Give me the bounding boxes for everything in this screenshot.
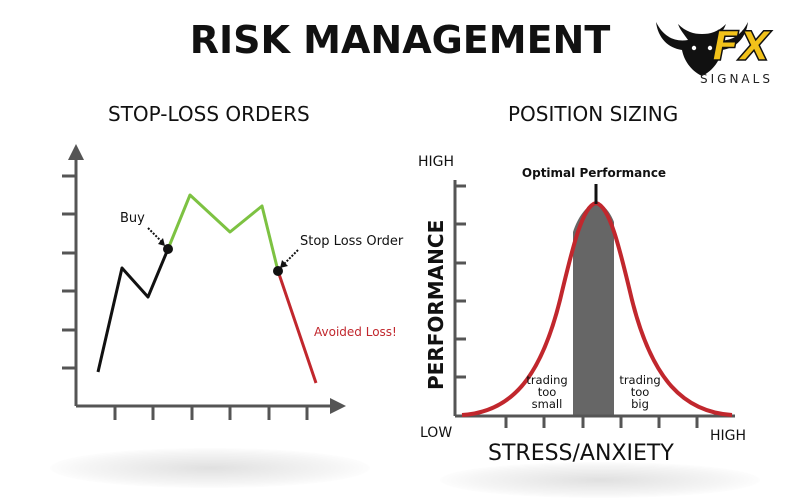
logo-brand: FX — [712, 24, 772, 70]
stop-loss-chart: Buy Stop Loss Order Avoided Loss! — [62, 144, 404, 420]
ps-low-label: LOW — [420, 425, 452, 441]
logo-subtitle: SIGNALS — [700, 72, 773, 86]
x-axis-arrow-icon — [330, 398, 346, 414]
stop-loss-title: STOP-LOSS ORDERS — [108, 102, 310, 126]
too-small-line1: trading — [526, 373, 567, 387]
stop-loss-arrow-icon — [280, 249, 299, 268]
optimal-label: Optimal Performance — [522, 166, 666, 180]
stress-axis-label: STRESS/ANXIETY — [488, 441, 674, 466]
too-small-line3: small — [532, 397, 563, 411]
too-small-line2: too — [538, 385, 557, 399]
page-title: RISK MANAGEMENT — [189, 18, 611, 62]
position-sizing-chart: Optimal Performance HIGH LOW HIGH PERFOR… — [418, 154, 746, 466]
price-line-profit — [166, 193, 280, 272]
optimal-band — [573, 203, 614, 416]
too-big-line1: trading — [619, 373, 660, 387]
avoided-loss-label: Avoided Loss! — [314, 325, 397, 339]
buy-label: Buy — [120, 211, 145, 226]
position-sizing-title: POSITION SIZING — [508, 102, 679, 126]
buy-point — [163, 244, 173, 254]
ps-x-high-label: HIGH — [710, 428, 746, 444]
performance-axis-label: PERFORMANCE — [424, 220, 448, 390]
left-shadow — [50, 448, 370, 488]
bull-logo-icon: FX — [656, 22, 773, 76]
price-line-before-buy — [96, 248, 170, 373]
buy-arrow-icon — [147, 227, 165, 246]
too-big-line3: big — [631, 397, 649, 411]
too-big-line2: too — [631, 385, 650, 399]
price-line-avoided-loss — [276, 270, 318, 384]
ps-y-high-label: HIGH — [418, 154, 454, 170]
y-axis-arrow-icon — [68, 144, 84, 160]
stop-loss-point — [273, 266, 283, 276]
stop-loss-order-label: Stop Loss Order — [300, 234, 404, 249]
right-shadow — [440, 462, 760, 498]
